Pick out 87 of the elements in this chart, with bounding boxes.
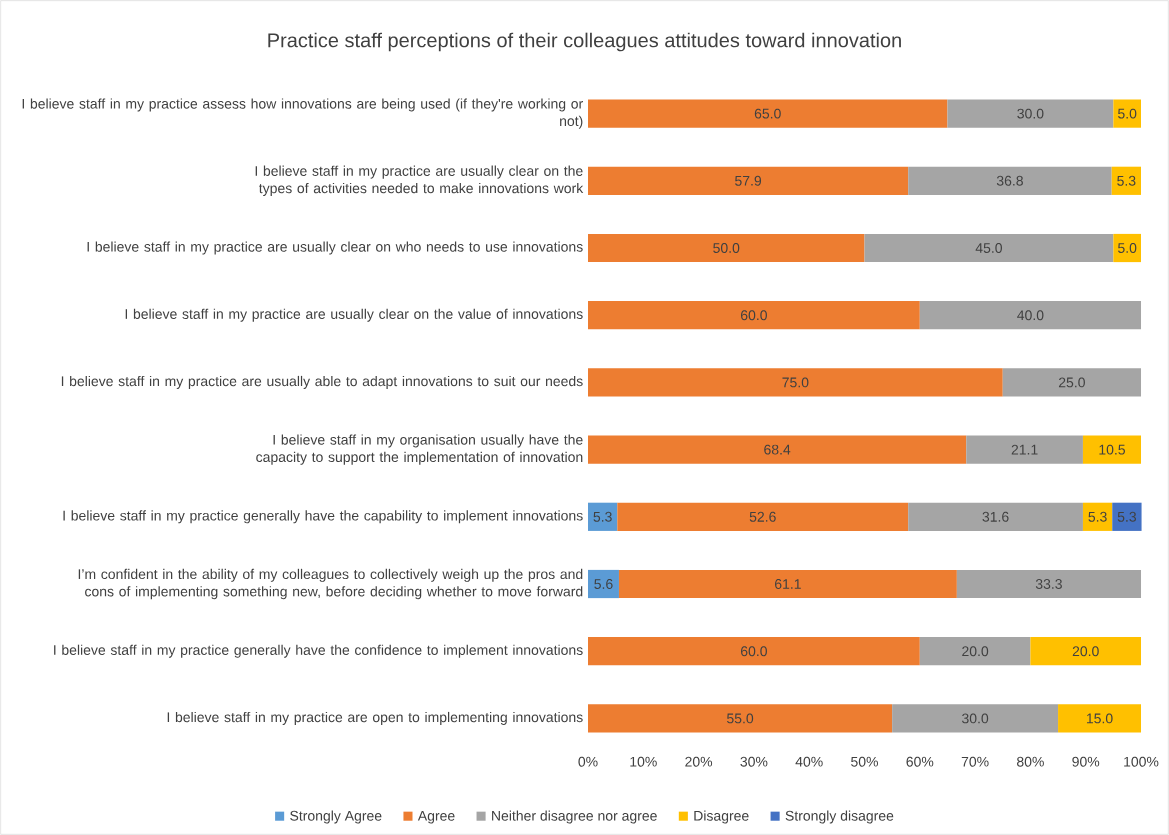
data-label: 65.0: [754, 108, 781, 119]
data-label: 30.0: [962, 713, 989, 724]
bar: [618, 569, 957, 599]
bar: [588, 704, 893, 733]
bar: [1113, 233, 1142, 263]
bar: [947, 99, 1114, 128]
data-label: 55.0: [727, 713, 754, 724]
data-label: 75.0: [782, 377, 809, 388]
data-label: 57.9: [735, 175, 762, 186]
x-tick-label: 80%: [1017, 756, 1044, 767]
data-label: 45.0: [975, 243, 1002, 253]
bar: [1113, 99, 1142, 128]
bar: [1030, 637, 1142, 666]
data-label: 5.3: [1117, 175, 1136, 186]
x-tick-label: 50%: [851, 756, 878, 767]
data-label: 31.6: [982, 511, 1009, 522]
y-tick-label: I believe staff in my practice generally have the capability to implement innovations: [63, 510, 583, 524]
legend-label: Strongly Agree: [290, 810, 382, 824]
y-tick-label: I believe staff in my organisation usually have the capacity to support the implementation of innovation: [256, 434, 583, 465]
bar: [588, 637, 920, 666]
data-label: 36.8: [996, 175, 1023, 186]
bar: [908, 502, 1083, 531]
bar: [1082, 502, 1113, 531]
bar: [892, 704, 1059, 733]
y-tick-label: I believe staff in my practice are usually clear on the value of innovations: [125, 308, 583, 322]
bar: [588, 569, 619, 599]
data-label: 21.1: [1011, 444, 1038, 455]
bar: [1112, 502, 1142, 531]
bar: [588, 502, 618, 531]
bar: [864, 233, 1114, 263]
legend-label: Strongly disagree: [785, 810, 894, 824]
bar: [588, 301, 920, 330]
x-tick-label: 40%: [795, 756, 823, 767]
data-label: 40.0: [1017, 310, 1044, 321]
bar: [919, 637, 1031, 666]
data-label: 20.0: [1072, 646, 1099, 657]
y-tick-label: I believe staff in my practice are usually clear on the types of activities needed to make innovations work: [255, 165, 584, 196]
data-label: 5.6: [594, 579, 613, 589]
data-label: 10.5: [1099, 444, 1126, 455]
y-tick-label: I believe staff in my practice are usually able to adapt innovations to suit our needs: [61, 375, 583, 389]
data-label: 20.0: [962, 646, 989, 657]
data-label: 5.0: [1118, 243, 1137, 253]
y-tick-label: I believe staff in my practice are usually clear on who needs to use innovations: [87, 241, 583, 255]
bar: [588, 166, 909, 195]
bar: [966, 435, 1083, 464]
bar: [588, 435, 967, 464]
data-label: 5.0: [1118, 108, 1137, 119]
x-tick-label: 10%: [630, 756, 657, 767]
bar: [1082, 435, 1142, 464]
legend-label: Neither disagree nor agree: [492, 810, 657, 824]
y-tick-label: I believe staff in my practice assess how innovations are being used (if they're working or not): [22, 98, 583, 129]
data-label: 5.3: [1088, 511, 1107, 522]
bar: [908, 166, 1112, 195]
data-label: 25.0: [1058, 377, 1085, 388]
x-tick-label: 70%: [961, 756, 989, 767]
data-label: 33.3: [1035, 579, 1062, 589]
data-label: 68.4: [764, 444, 791, 455]
bar: [1058, 704, 1142, 733]
y-tick-label: I believe staff in my practice are open to implementing innovations: [167, 711, 583, 725]
bar: [588, 368, 1003, 397]
bar: [588, 233, 865, 263]
bar: [1002, 368, 1142, 397]
bar: [617, 502, 909, 531]
y-tick-label: I’m confident in the ability of my colleagues to collectively weigh up the pros and cons of implementing something new, before deciding whether to move forward: [78, 568, 583, 600]
x-tick-label: 100%: [1124, 756, 1159, 767]
x-tick-label: 0%: [578, 756, 598, 767]
data-label: 15.0: [1086, 713, 1113, 724]
data-label: 61.1: [775, 579, 801, 589]
x-tick-label: 30%: [740, 756, 768, 767]
data-label: 60.0: [740, 646, 767, 657]
y-tick-label: I believe staff in my practice generally have the confidence to implement innovations: [54, 644, 583, 658]
data-label: 60.0: [740, 310, 767, 321]
legend-label: Disagree: [694, 810, 749, 824]
data-label: 5.3: [593, 511, 612, 522]
data-label: 5.3: [1117, 511, 1137, 522]
legend-label: Agree: [417, 811, 455, 824]
x-tick-label: 90%: [1072, 756, 1100, 767]
bar: [1111, 166, 1142, 195]
data-label: 52.6: [749, 511, 776, 522]
x-tick-label: 20%: [685, 756, 713, 767]
chart-title: Practice staff perceptions of their colleagues attitudes toward innovation: [268, 32, 901, 52]
x-tick-label: 60%: [906, 756, 934, 767]
bar: [588, 99, 948, 128]
bar: [956, 569, 1142, 599]
bar: [919, 301, 1142, 330]
data-label: 30.0: [1017, 108, 1044, 119]
data-label: 50.0: [713, 243, 740, 253]
